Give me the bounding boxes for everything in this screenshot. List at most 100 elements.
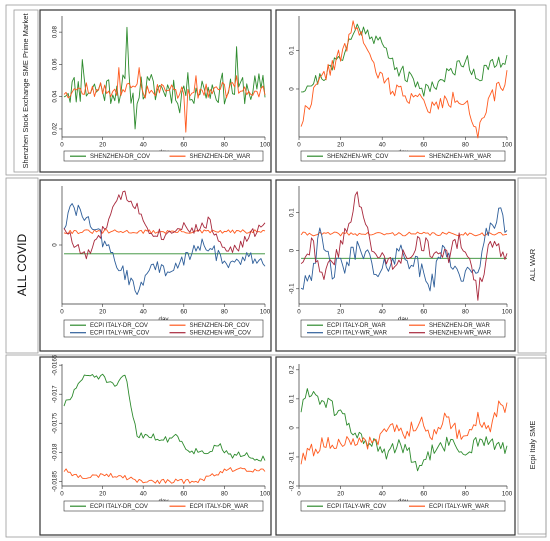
- y-tick-label: -0.017: [52, 385, 59, 403]
- legend-entry: SHENZHEN-WR_WAR: [429, 154, 492, 160]
- x-tick-label: 60: [180, 309, 187, 316]
- x-tick-label: 20: [337, 491, 344, 498]
- panel-frame-5: [39, 356, 272, 536]
- series-line-ecpi-italy-wr-cov: [63, 203, 266, 296]
- legend-entry: ECPI ITALY-DR_COV: [90, 504, 148, 510]
- series-line-ecpi-italy-wr-war: [300, 207, 508, 292]
- x-tick-label: 100: [260, 491, 271, 498]
- panel-frame-1: [39, 9, 272, 173]
- x-tick-label: 80: [462, 142, 469, 149]
- y-tick-label: -0.1: [289, 283, 296, 294]
- x-tick-label: 20: [99, 491, 106, 498]
- legend-entry: SHENZHEN-DR_COV: [90, 154, 150, 160]
- chart-shenzhen-dr: 0204060801000.020.040.060.08daySHENZHEN-…: [52, 16, 271, 162]
- y-tick-label: 0: [289, 248, 296, 252]
- x-tick-label: 80: [462, 309, 469, 316]
- row-label-ecpi-italy: Ecpi Italy SME: [528, 421, 537, 470]
- y-tick-label: 0.04: [52, 90, 59, 103]
- x-tick-label: 60: [420, 309, 427, 316]
- y-tick-label: 0.1: [289, 46, 296, 55]
- y-tick-label: 0.08: [52, 26, 59, 39]
- panel-frame-4: [275, 179, 516, 352]
- y-tick-label: -0.0165: [52, 354, 59, 376]
- x-tick-label: 20: [337, 142, 344, 149]
- legend-entry: SHENZHEN-DR_COV: [190, 323, 250, 329]
- series-line-shenzhen-dr-war: [300, 231, 508, 237]
- x-tick-label: 80: [221, 491, 228, 498]
- x-tick-label: 40: [379, 142, 386, 149]
- x-tick-label: 0: [297, 491, 301, 498]
- legend-entry: ECPI ITALY-DR_WAR: [327, 323, 386, 329]
- x-tick-label: 20: [99, 142, 106, 149]
- x-tick-label: 60: [420, 491, 427, 498]
- panel-frame-3: [39, 179, 272, 352]
- x-tick-label: 0: [60, 142, 64, 149]
- bottom-right-label-frame: [517, 357, 547, 535]
- series-line-ecpi-italy-dr-war: [63, 467, 266, 485]
- legend-box: [300, 150, 506, 162]
- middle-left-label-frame: [5, 177, 39, 354]
- middle-right-label-frame: [517, 177, 547, 354]
- x-tick-label: 100: [260, 309, 271, 316]
- legend-box: [300, 500, 506, 512]
- x-tick-label: 20: [337, 309, 344, 316]
- chart-shenzhen-wr: 02040608010000.1daySHENZHEN-WR_COVSHENZH…: [289, 16, 513, 162]
- series-line-ecpi-italy-wr-cov: [300, 388, 508, 472]
- x-tick-label: 60: [420, 142, 427, 149]
- y-tick-label: -0.0175: [52, 412, 59, 434]
- legend-entry: ECPI ITALY-WR_COV: [90, 331, 149, 337]
- row-label-left-top-frame: [13, 9, 39, 173]
- x-tick-label: 40: [379, 491, 386, 498]
- x-tick-label: 40: [140, 491, 147, 498]
- row-label-all-war: ALL WAR: [528, 248, 537, 281]
- x-tick-label: 100: [502, 142, 513, 149]
- row-label-shenzhen: Shenzhen Stock Exchange SME Prime Market: [21, 13, 30, 169]
- legend-entry: ECPI ITALY-WR_WAR: [327, 331, 388, 337]
- series-line-shenzhen-dr-cov: [63, 229, 266, 235]
- x-tick-label: 0: [60, 309, 64, 316]
- y-tick-label: -0.2: [289, 480, 296, 491]
- series-line-shenzhen-wr-cov: [63, 190, 266, 260]
- y-tick-label: 0: [289, 87, 296, 91]
- x-tick-label: 80: [462, 491, 469, 498]
- row-label-all-covid: ALL COVID: [15, 234, 29, 297]
- series-line-shenzhen-wr-war: [300, 20, 508, 139]
- x-tick-label: 100: [502, 309, 513, 316]
- x-tick-label: 40: [379, 309, 386, 316]
- series-line-shenzhen-dr-war: [63, 67, 266, 133]
- x-tick-label: 100: [502, 491, 513, 498]
- legend-box: [63, 319, 264, 338]
- x-tick-label: 0: [60, 491, 64, 498]
- legend-entry: SHENZHEN-WR_COV: [190, 331, 251, 337]
- x-tick-label: 0: [297, 142, 301, 149]
- legend-entry: ECPI ITALY-DR_WAR: [190, 504, 249, 510]
- series-line-shenzhen-wr-cov: [301, 23, 508, 97]
- y-tick-label: -0.1: [289, 451, 296, 462]
- legend-entry: SHENZHEN-WR_WAR: [429, 331, 492, 337]
- x-tick-label: 80: [221, 142, 228, 149]
- legend-box: [63, 500, 264, 512]
- legend-box: [300, 319, 506, 338]
- legend-entry: ECPI ITALY-WR_COV: [327, 504, 386, 510]
- panel-frame-2: [275, 9, 516, 173]
- x-tick-label: 60: [180, 491, 187, 498]
- x-tick-label: 60: [180, 142, 187, 149]
- legend-entry: SHENZHEN-DR_WAR: [190, 154, 251, 160]
- x-tick-label: 20: [99, 309, 106, 316]
- chart-ecpi-italy-dr: 0 20 40 60 80 100 -0.0185 -0.018 -0.0175 -0.017 -0…: [52, 354, 271, 512]
- x-tick-label: 40: [140, 309, 147, 316]
- series-line-shenzhen-wr-war: [300, 191, 508, 301]
- y-tick-label: 0.02: [52, 122, 59, 135]
- legend-box: [63, 150, 264, 162]
- x-tick-label: 40: [140, 142, 147, 149]
- y-tick-label: 0: [289, 426, 296, 430]
- y-tick-label: 0.06: [52, 58, 59, 71]
- legend-entry: SHENZHEN-DR_WAR: [429, 323, 490, 329]
- x-tick-label: 100: [260, 142, 271, 149]
- x-axis-label: day: [159, 316, 170, 323]
- y-tick-label: 0.1: [289, 208, 296, 217]
- y-tick-label: -0.0185: [52, 470, 59, 492]
- chart-all-covid: 0 20 40 60 80 100 0 day ECPI ITALY-DR_COV SHENZHE…: [52, 186, 271, 338]
